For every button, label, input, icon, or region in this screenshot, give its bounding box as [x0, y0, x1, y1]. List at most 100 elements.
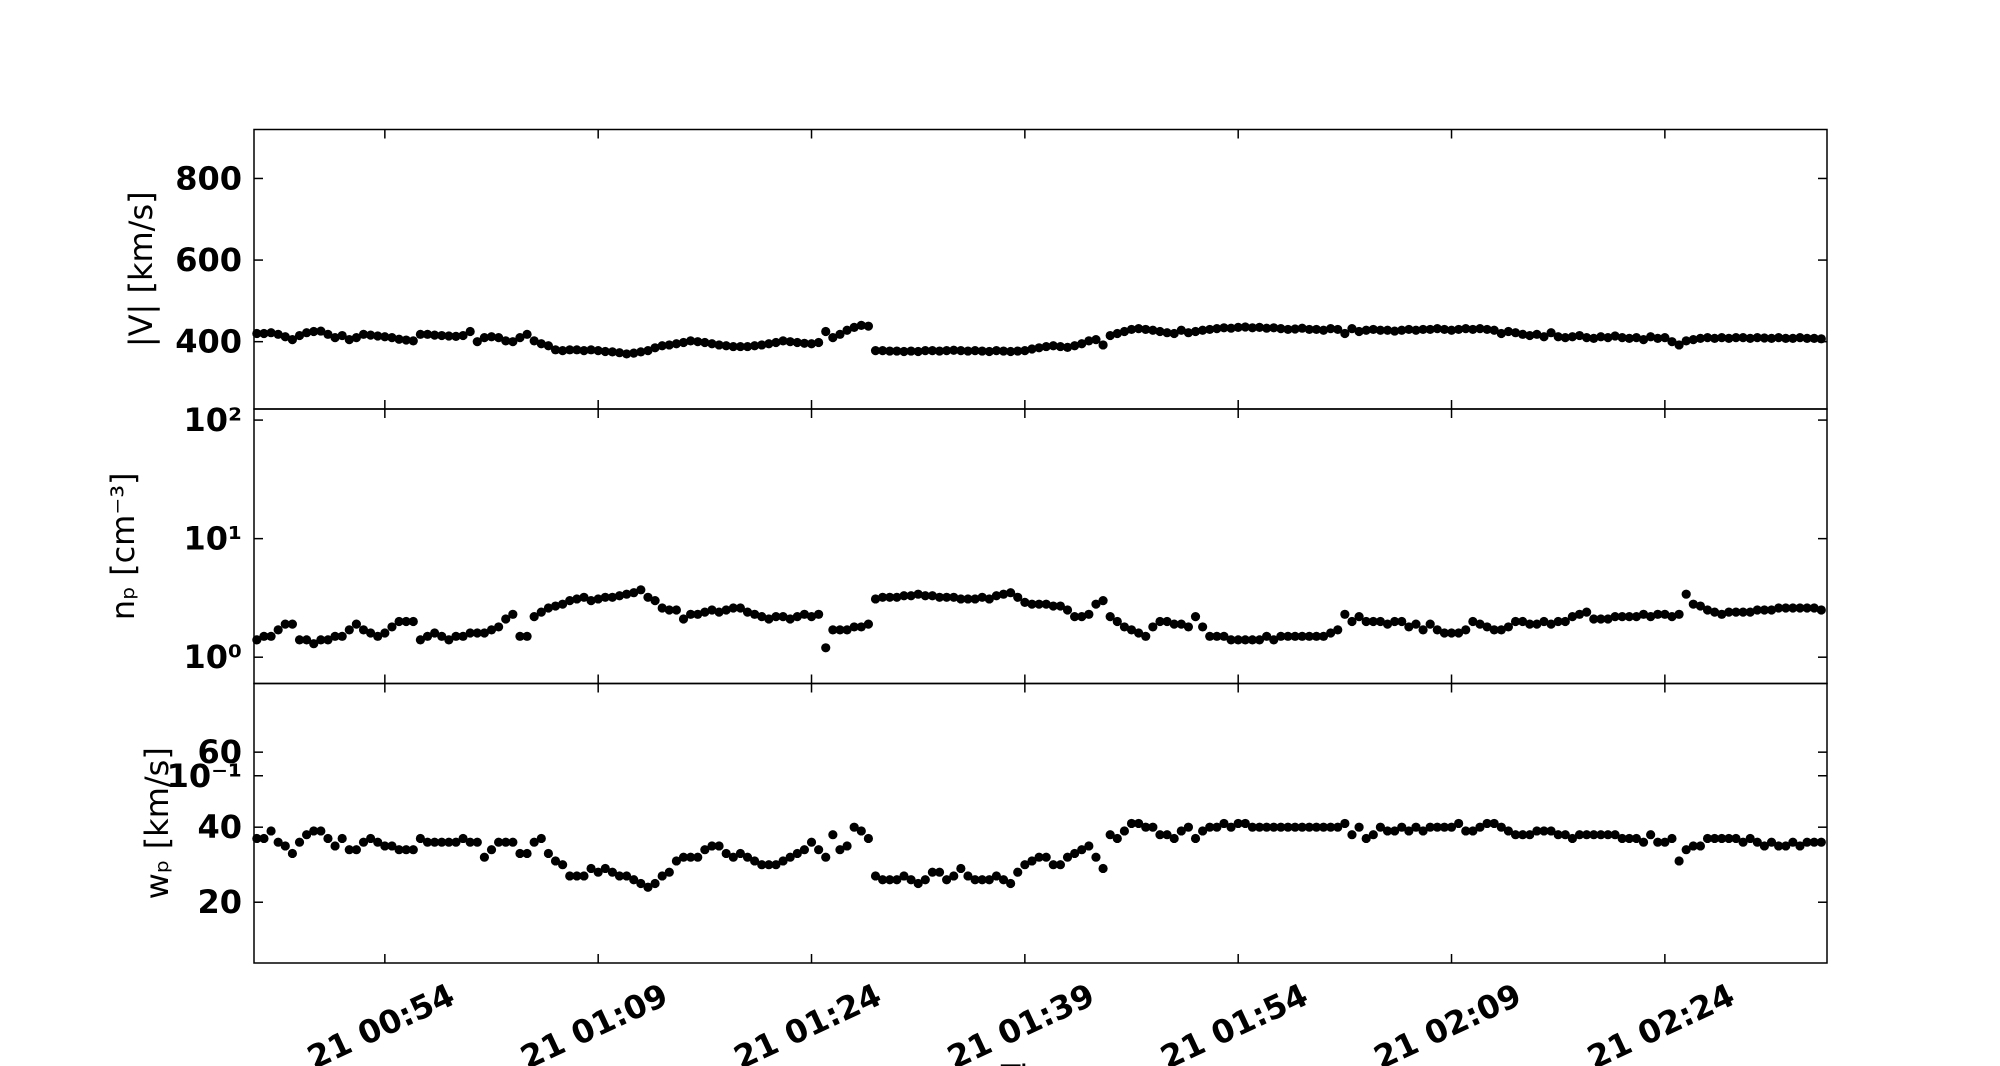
data-point — [629, 875, 639, 885]
data-point — [1169, 619, 1179, 629]
data-point — [550, 601, 561, 611]
data-point — [906, 875, 916, 885]
data-point — [1006, 346, 1016, 357]
data-point — [1788, 333, 1798, 344]
data-point — [1446, 822, 1457, 832]
data-point — [529, 837, 539, 847]
data-point — [1205, 324, 1215, 335]
data-point — [650, 596, 660, 606]
data-point — [415, 833, 426, 844]
data-point — [522, 848, 532, 859]
data-point — [1311, 631, 1322, 641]
data-point — [1681, 845, 1691, 855]
data-point — [344, 625, 354, 635]
data-point — [856, 826, 866, 836]
data-point — [1219, 818, 1229, 829]
data-point — [991, 591, 1002, 601]
data-point — [1766, 605, 1777, 615]
data-point — [1041, 852, 1051, 862]
data-point — [1112, 833, 1122, 844]
data-point — [1766, 333, 1777, 344]
data-point — [1269, 635, 1279, 645]
data-point — [302, 328, 312, 338]
data-point — [529, 611, 539, 622]
data-point — [1688, 599, 1698, 609]
data-point — [1418, 324, 1428, 335]
data-point — [1624, 833, 1634, 844]
data-point — [1610, 331, 1620, 341]
data-point — [387, 332, 397, 343]
data-point — [1162, 616, 1172, 627]
data-point — [622, 349, 632, 359]
data-point — [1766, 837, 1777, 847]
data-point — [1077, 845, 1087, 855]
data-point — [785, 337, 795, 347]
data-point — [1347, 324, 1357, 334]
data-point — [1126, 625, 1137, 635]
data-point — [1432, 822, 1442, 832]
data-point — [422, 329, 433, 339]
data-point — [1155, 616, 1165, 627]
data-point — [501, 837, 511, 847]
data-point — [1247, 635, 1258, 645]
data-point — [437, 330, 447, 341]
data-point — [1219, 323, 1229, 333]
data-point — [1496, 822, 1506, 832]
data-point — [1638, 837, 1649, 847]
data-point — [686, 609, 696, 619]
data-point — [1311, 324, 1322, 335]
data-point — [1454, 628, 1464, 638]
data-point — [1304, 324, 1314, 335]
data-point — [1404, 324, 1414, 335]
data-point — [1375, 325, 1386, 335]
data-point — [643, 346, 653, 356]
data-point — [870, 346, 881, 356]
panel-frame — [253, 682, 1828, 964]
data-point — [1482, 818, 1492, 829]
data-point — [430, 628, 440, 638]
data-point — [1482, 622, 1492, 632]
data-point — [1233, 635, 1243, 645]
data-point — [828, 332, 838, 343]
data-point — [465, 837, 475, 847]
data-point — [913, 589, 923, 599]
data-point — [508, 337, 518, 347]
data-point — [1589, 614, 1599, 624]
data-point — [1176, 619, 1186, 629]
data-point — [394, 616, 404, 627]
data-point — [536, 339, 546, 349]
data-point — [814, 337, 824, 348]
data-point — [1653, 837, 1663, 847]
data-point — [1603, 830, 1613, 840]
data-point — [1759, 841, 1770, 851]
data-point — [863, 321, 874, 331]
data-point — [543, 603, 554, 613]
data-point — [479, 852, 490, 862]
data-point — [444, 837, 454, 847]
data-point — [1567, 833, 1578, 844]
data-point — [863, 833, 874, 844]
data-point — [451, 631, 461, 641]
data-point — [885, 346, 895, 356]
data-point — [622, 871, 632, 881]
data-point — [956, 594, 966, 604]
data-point — [814, 845, 824, 855]
data-point — [1254, 322, 1265, 332]
data-point — [1198, 826, 1208, 836]
data-point — [1283, 822, 1293, 832]
data-point — [1738, 607, 1748, 617]
data-point — [543, 341, 554, 351]
data-point — [1098, 863, 1108, 874]
data-point — [593, 346, 603, 356]
data-point — [415, 635, 426, 645]
data-point — [1759, 333, 1770, 343]
data-point — [913, 878, 923, 889]
data-point — [1418, 826, 1428, 836]
data-point — [1553, 332, 1563, 342]
data-point — [1084, 609, 1094, 619]
data-point — [1617, 332, 1627, 343]
data-point — [1041, 599, 1051, 609]
data-point — [878, 346, 888, 356]
data-point — [1418, 625, 1428, 635]
y-tick-label: 800 — [175, 159, 242, 197]
